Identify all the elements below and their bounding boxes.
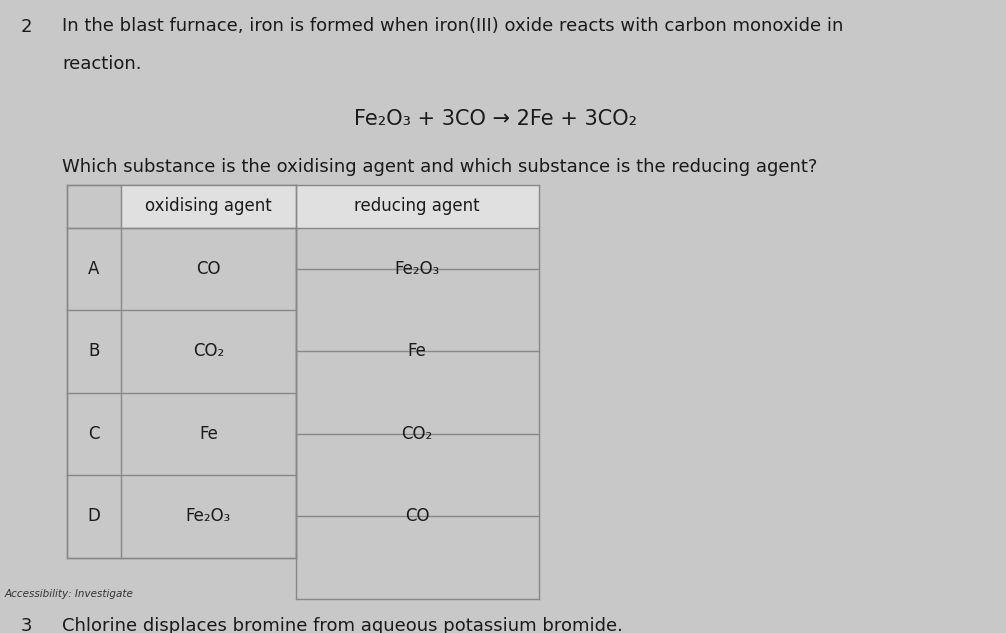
Text: 3: 3 bbox=[21, 617, 32, 633]
Text: In the blast furnace, iron is formed when iron(III) oxide reacts with carbon mon: In the blast furnace, iron is formed whe… bbox=[62, 17, 843, 35]
Text: CO: CO bbox=[196, 260, 220, 278]
Text: Fe: Fe bbox=[407, 342, 427, 361]
Text: reducing agent: reducing agent bbox=[354, 197, 480, 215]
Text: Fe₂O₃: Fe₂O₃ bbox=[186, 508, 231, 525]
Text: Chlorine displaces bromine from aqueous potassium bromide.: Chlorine displaces bromine from aqueous … bbox=[62, 617, 623, 633]
Text: Which substance is the oxidising agent and which substance is the reducing agent: Which substance is the oxidising agent a… bbox=[62, 158, 817, 175]
Text: Fe₂O₃: Fe₂O₃ bbox=[394, 260, 440, 278]
Text: CO₂: CO₂ bbox=[193, 342, 224, 361]
Text: CO₂: CO₂ bbox=[401, 425, 433, 443]
Text: reaction.: reaction. bbox=[62, 54, 142, 73]
Text: Fe: Fe bbox=[199, 425, 217, 443]
Text: CO: CO bbox=[405, 508, 430, 525]
Text: D: D bbox=[88, 508, 101, 525]
Text: 2: 2 bbox=[21, 18, 32, 36]
Bar bbox=[296, 185, 539, 228]
Bar bbox=[121, 185, 296, 228]
Text: B: B bbox=[89, 342, 100, 361]
Text: Fe₂O₃ + 3CO → 2Fe + 3CO₂: Fe₂O₃ + 3CO → 2Fe + 3CO₂ bbox=[354, 109, 638, 129]
Text: Accessibility: Investigate: Accessibility: Investigate bbox=[5, 589, 134, 599]
Text: C: C bbox=[89, 425, 100, 443]
Text: oxidising agent: oxidising agent bbox=[145, 197, 272, 215]
Text: A: A bbox=[89, 260, 100, 278]
